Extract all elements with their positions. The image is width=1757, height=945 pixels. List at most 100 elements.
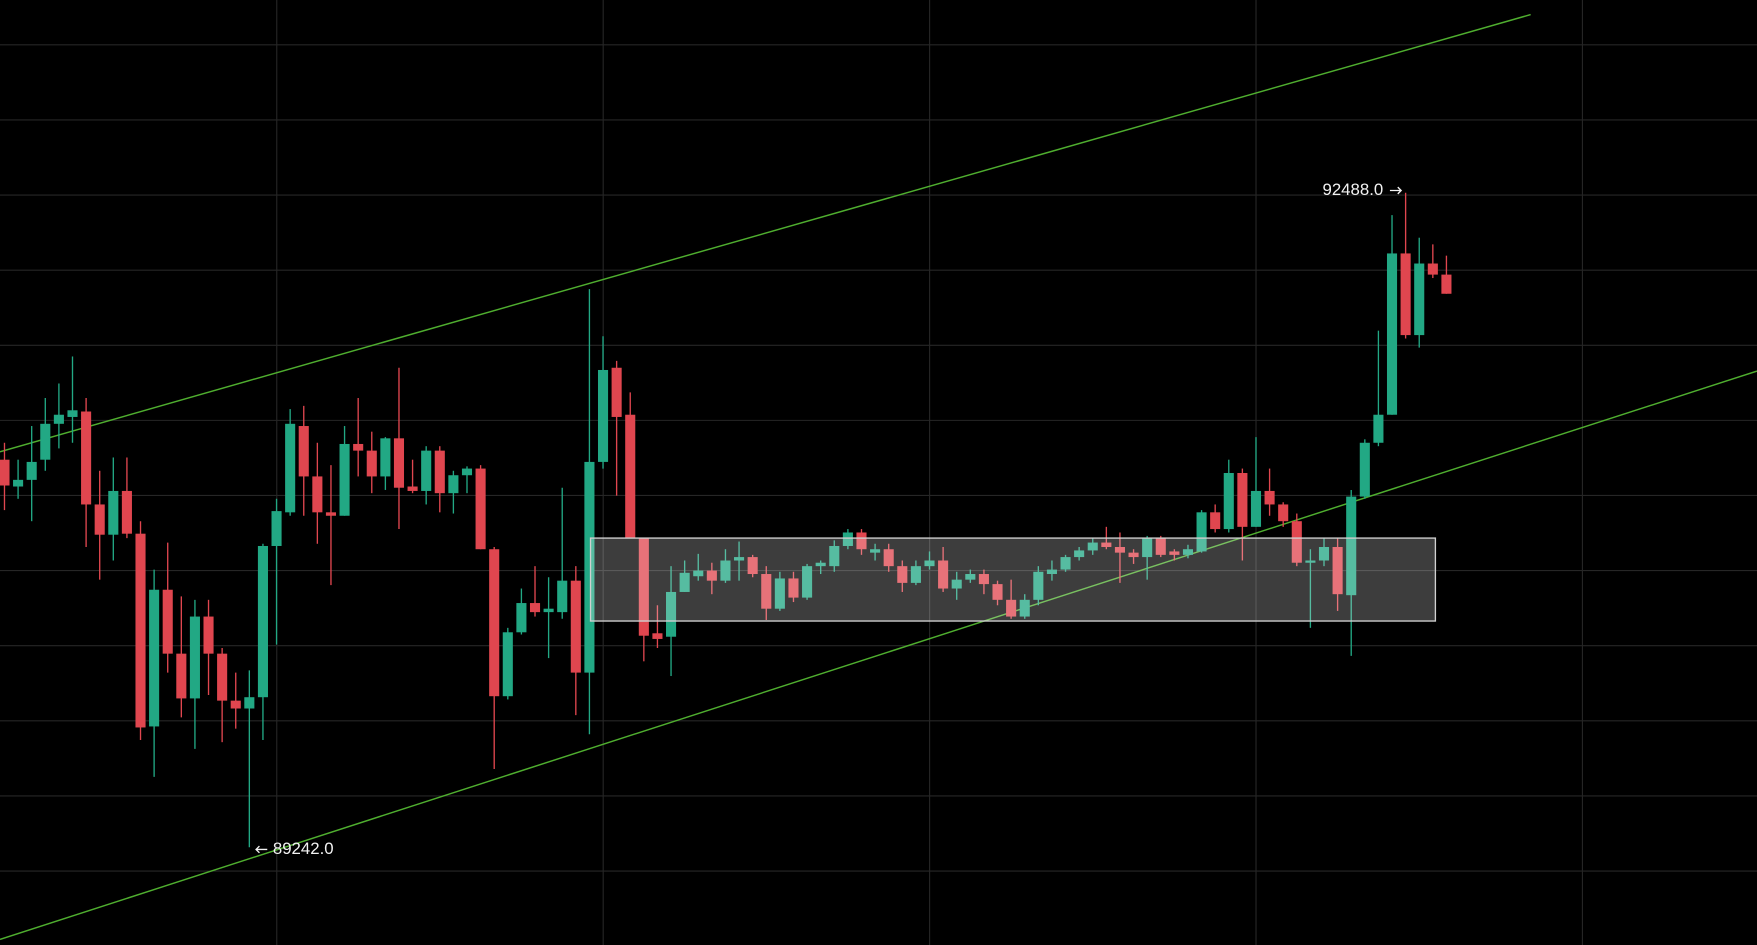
candle-body	[380, 438, 391, 477]
candle-body	[475, 468, 486, 550]
candle-body	[597, 369, 609, 462]
candle-body	[94, 504, 105, 535]
candle-body	[1278, 504, 1289, 522]
candle-body	[407, 486, 418, 491]
candle-body	[434, 450, 445, 494]
candle-body	[1346, 496, 1357, 596]
candle-body	[1006, 599, 1017, 617]
candle-body	[13, 479, 24, 487]
candle-body	[0, 459, 10, 486]
candle-body	[1019, 599, 1030, 617]
candle-body	[829, 545, 840, 567]
candle-body	[1046, 569, 1057, 575]
candle-body	[1087, 542, 1098, 551]
candle-body	[489, 549, 500, 697]
candle-body	[951, 579, 962, 589]
candle-body	[802, 566, 813, 598]
candles	[0, 192, 1452, 848]
candle-body	[1373, 414, 1384, 443]
candle-body	[67, 410, 78, 417]
candle-body	[978, 574, 989, 585]
candle-body	[1332, 546, 1343, 595]
candle-body	[938, 560, 949, 589]
candle-body	[557, 580, 568, 613]
candle-body	[230, 700, 241, 709]
candle-body	[529, 603, 541, 613]
candle-body	[108, 490, 119, 535]
candle-body	[366, 450, 377, 477]
candle-body	[1318, 546, 1330, 561]
candle-body	[965, 574, 976, 580]
candle-body	[189, 616, 200, 699]
candle-body	[40, 423, 51, 460]
candle-body	[992, 584, 1003, 600]
candle-body	[339, 443, 350, 516]
range-box	[589, 537, 1437, 622]
candle-body	[149, 589, 160, 727]
candle-body	[679, 572, 690, 592]
candle-body	[924, 560, 935, 567]
candle-body	[1060, 557, 1071, 570]
candle-body	[1250, 490, 1262, 527]
candle-body	[1359, 442, 1370, 497]
low-arrow	[255, 845, 268, 854]
candle-body	[747, 557, 758, 575]
candle-body	[1264, 490, 1275, 505]
candle-body	[570, 580, 581, 673]
candle-body	[448, 475, 459, 494]
candle-body	[788, 578, 799, 598]
candle-body	[1291, 521, 1302, 563]
candle-body	[1142, 538, 1153, 558]
candle-body	[1223, 473, 1234, 530]
candle-body	[1237, 473, 1248, 527]
candle-body	[393, 438, 405, 488]
candle-body	[1210, 512, 1221, 530]
candle-body	[706, 570, 717, 581]
candle-body	[1182, 549, 1194, 555]
candle-body	[285, 423, 296, 513]
candle-body	[421, 450, 432, 491]
candle-body	[217, 653, 228, 701]
candle-body	[666, 591, 677, 637]
candle-body	[1155, 538, 1166, 555]
candle-body	[325, 512, 337, 516]
candle-body	[611, 367, 622, 417]
candle-body	[162, 589, 173, 654]
candle-body	[502, 632, 513, 697]
candle-body	[81, 411, 92, 505]
candle-body	[53, 414, 64, 424]
candle-body	[298, 426, 309, 477]
annotations: 92488.0 89242.0	[255, 180, 1403, 858]
candle-body	[1101, 542, 1112, 547]
candle-body	[244, 697, 255, 709]
candle-body	[257, 545, 268, 698]
candle-body	[638, 538, 649, 636]
candle-body	[1386, 253, 1398, 415]
candle-body	[516, 603, 527, 633]
candle-body	[203, 616, 214, 654]
low-label: 89242.0	[273, 839, 334, 858]
candle-body	[176, 653, 187, 699]
candle-body	[1169, 551, 1180, 555]
candle-body	[856, 532, 867, 550]
candle-body	[1441, 274, 1452, 294]
candle-body	[734, 557, 745, 561]
candle-body	[1114, 546, 1125, 553]
channel-lower-line	[0, 370, 1757, 941]
candle-body	[26, 461, 37, 480]
candle-body	[271, 511, 282, 546]
candle-body	[842, 532, 853, 546]
candle-body	[1427, 263, 1438, 275]
candle-body	[1400, 253, 1411, 336]
candle-body	[625, 414, 636, 539]
candle-body	[1414, 263, 1425, 336]
high-arrow	[1389, 186, 1403, 195]
candle-body	[1033, 571, 1044, 600]
candle-body	[870, 549, 881, 553]
candle-body	[543, 608, 554, 613]
candle-body	[1196, 512, 1207, 552]
